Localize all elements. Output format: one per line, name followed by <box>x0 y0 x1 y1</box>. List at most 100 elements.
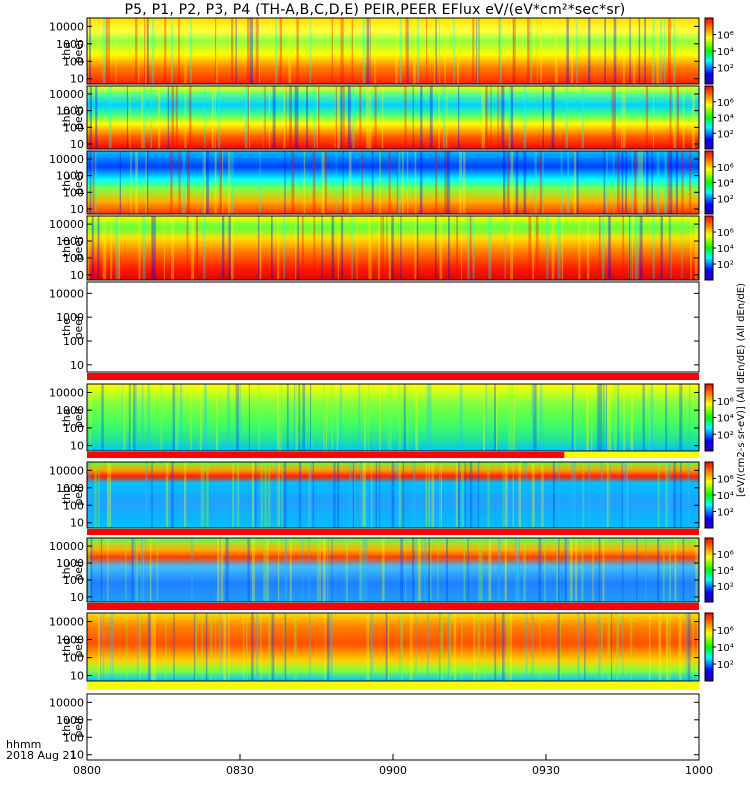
texture-stripe <box>673 86 676 149</box>
panel-frame <box>86 537 700 603</box>
texture-stripe <box>558 462 561 528</box>
texture-stripe <box>381 86 384 149</box>
texture-stripe <box>91 151 94 214</box>
texture-stripe <box>464 462 467 528</box>
texture-stripe <box>369 216 373 280</box>
texture-stripe <box>359 86 362 149</box>
texture-stripe <box>135 384 138 451</box>
texture-stripe <box>225 538 228 602</box>
texture-stripe <box>665 384 668 451</box>
texture-stripe <box>283 613 286 681</box>
texture-stripe <box>420 86 423 149</box>
texture-stripe <box>437 538 439 602</box>
texture-stripe <box>110 216 113 280</box>
texture-stripe <box>308 538 310 602</box>
texture-stripe <box>301 216 304 280</box>
texture-stripe <box>332 384 334 451</box>
texture-stripe <box>88 18 90 84</box>
texture-stripe <box>651 151 653 214</box>
texture-stripe <box>331 18 333 84</box>
colorbar-tick-label: 10⁶ <box>717 550 734 561</box>
spectrogram-texture <box>97 613 699 681</box>
texture-stripe <box>439 462 441 528</box>
texture-stripe <box>172 462 174 528</box>
texture-stripe <box>153 613 156 681</box>
colorbar-tick-label: 10⁶ <box>717 98 734 109</box>
texture-stripe <box>622 613 624 681</box>
texture-stripe <box>659 18 663 84</box>
texture-stripe <box>504 538 507 602</box>
texture-stripe <box>195 216 199 280</box>
texture-stripe <box>375 462 378 528</box>
texture-stripe <box>309 613 311 681</box>
texture-stripe <box>395 18 398 84</box>
texture-stripe <box>577 613 580 681</box>
texture-stripe <box>512 462 514 528</box>
spectrogram-thb-peir <box>87 462 699 528</box>
texture-stripe <box>323 384 326 451</box>
texture-stripe <box>616 613 619 681</box>
y-tick-label: 10 <box>70 749 84 762</box>
texture-stripe <box>681 151 684 214</box>
texture-stripe <box>633 18 636 84</box>
texture-stripe <box>382 538 385 602</box>
spectrogram-thd-peir <box>87 613 699 681</box>
texture-stripe <box>279 18 283 84</box>
texture-stripe <box>689 384 691 451</box>
texture-stripe <box>331 538 333 602</box>
texture-stripe <box>247 18 250 84</box>
texture-stripe <box>539 151 543 214</box>
texture-stripe <box>508 86 511 149</box>
texture-stripe <box>644 18 646 84</box>
colorbar-tick-label: 10⁶ <box>717 31 734 42</box>
colorbar-tick-label: 10⁶ <box>717 475 734 486</box>
texture-stripe <box>331 216 335 280</box>
flag-bar <box>87 529 699 535</box>
texture-stripe <box>380 216 382 280</box>
texture-stripe <box>517 538 520 602</box>
texture-stripe <box>416 216 419 280</box>
texture-stripe <box>502 613 505 681</box>
texture-stripe <box>535 384 537 451</box>
spectrogram-texture <box>89 151 691 214</box>
panel-frame <box>86 85 700 150</box>
panel-frame <box>86 215 700 281</box>
texture-stripe <box>457 462 460 528</box>
texture-stripe <box>525 613 528 681</box>
y-tick-label: 10 <box>70 440 84 453</box>
y-tick-label: 10000 <box>49 287 84 300</box>
texture-stripe <box>692 86 695 149</box>
colorbar-tick-label: 10² <box>717 660 734 671</box>
texture-stripe <box>134 538 137 602</box>
texture-stripe <box>215 18 218 84</box>
texture-stripe <box>515 151 519 214</box>
texture-stripe <box>412 462 416 528</box>
texture-stripe <box>94 151 97 214</box>
texture-stripe <box>640 151 643 214</box>
texture-stripe <box>480 538 483 602</box>
texture-stripe <box>337 462 340 528</box>
y-tick-label: 100 <box>63 731 84 744</box>
texture-stripe <box>525 462 528 528</box>
texture-stripe <box>297 216 299 280</box>
flag-bar-red <box>87 373 699 380</box>
texture-stripe <box>102 18 106 84</box>
texture-stripe <box>201 613 203 681</box>
texture-stripe <box>694 216 698 280</box>
y-tick-label: 10 <box>70 591 84 604</box>
texture-stripe <box>189 86 192 149</box>
colorbar-tick-label: 10⁴ <box>717 114 734 125</box>
texture-stripe <box>119 151 121 214</box>
texture-stripe <box>662 538 665 602</box>
texture-stripe <box>352 86 355 149</box>
texture-stripe <box>561 216 564 280</box>
texture-stripe <box>144 18 147 84</box>
texture-stripe <box>309 18 312 84</box>
texture-stripe <box>108 462 112 528</box>
texture-stripe <box>318 86 320 149</box>
texture-stripe <box>175 86 178 149</box>
texture-stripe <box>178 18 180 84</box>
x-tick-label: 0930 <box>532 764 560 777</box>
texture-stripe <box>366 613 369 681</box>
